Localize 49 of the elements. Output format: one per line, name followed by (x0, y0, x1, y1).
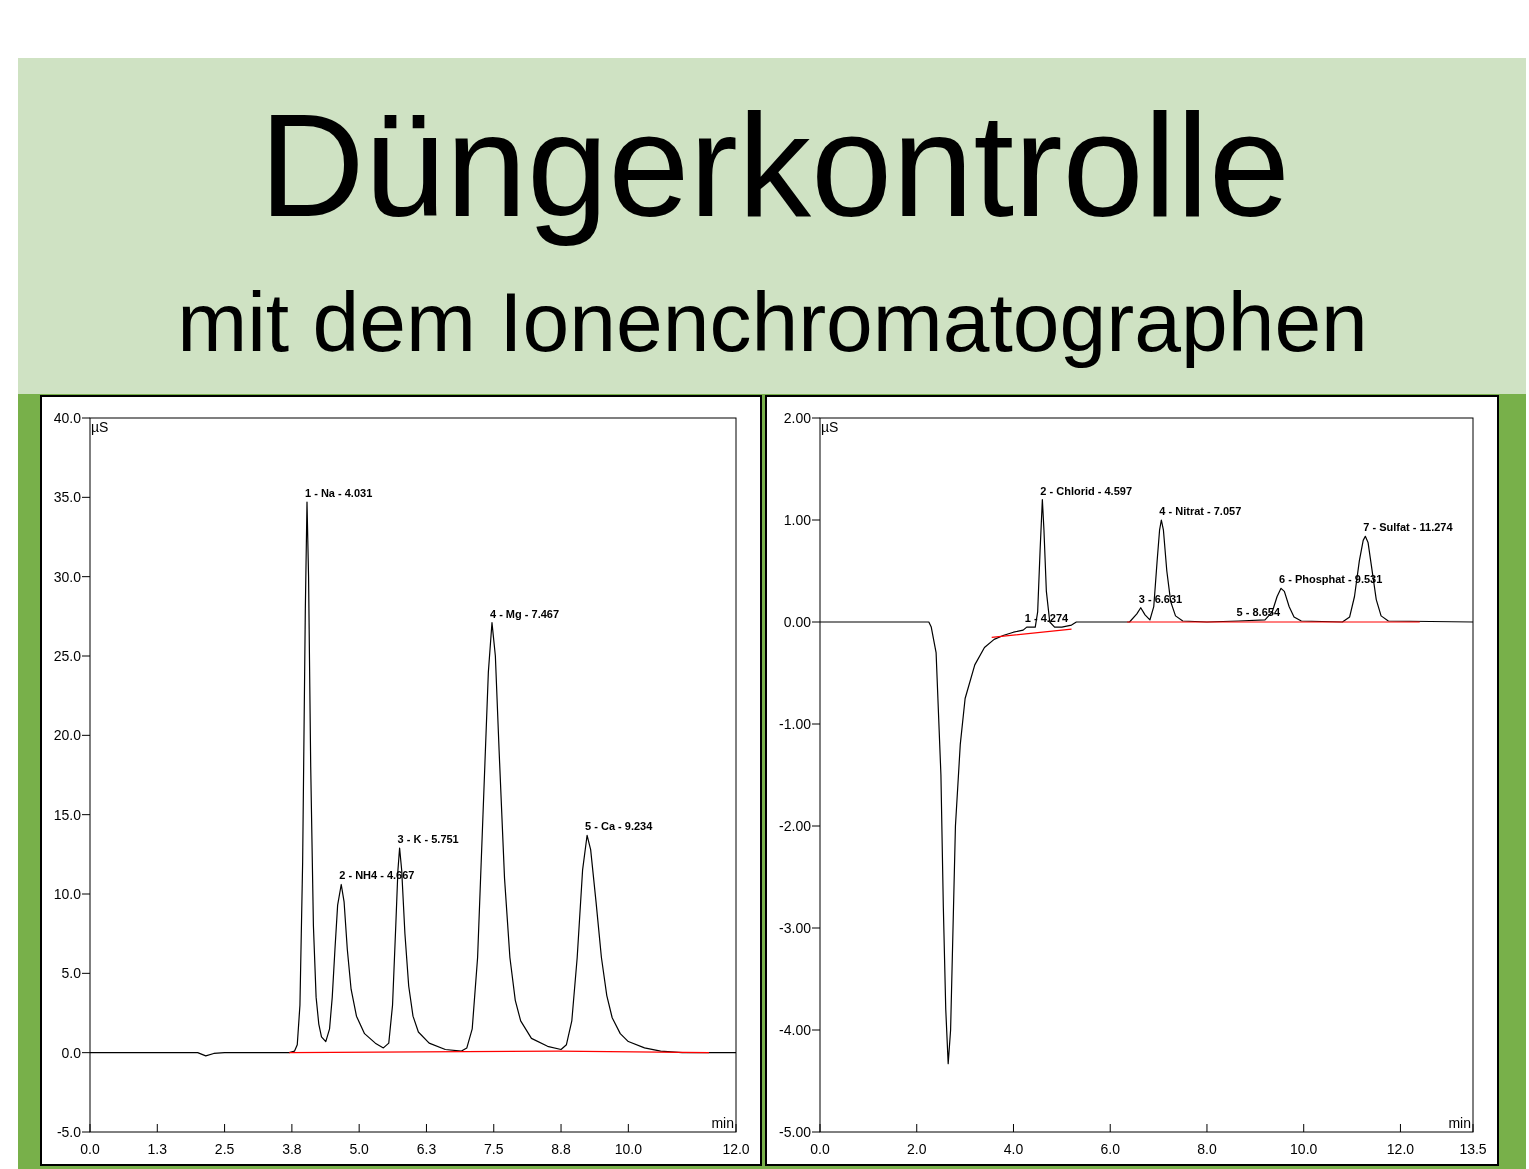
y-tick-label: 40.0 (53, 410, 82, 426)
y-tick-label: -4.00 (779, 1022, 812, 1038)
y-tick-label: 25.0 (53, 648, 82, 664)
annotation: 4 - Nitrat - 7.057 (1159, 505, 1242, 517)
annotation: 4 - Mg - 7.467 (489, 607, 560, 620)
x-axis-title: min (1448, 1115, 1471, 1131)
x-tick-label: 12.0 (1386, 1141, 1415, 1157)
y-tick-label: -1.00 (779, 716, 812, 732)
y-tick-label: 35.0 (53, 489, 82, 506)
y-tick-label: 0.00 (783, 614, 812, 630)
x-tick-label: 12.0 (722, 1141, 750, 1157)
x-tick-label: 1.3 (147, 1141, 168, 1157)
x-tick-label: 7.5 (484, 1141, 504, 1157)
x-tick-label: 13.5 (1459, 1141, 1487, 1157)
y-tick-label: -3.00 (779, 920, 812, 936)
x-tick-label: 3.8 (282, 1141, 302, 1157)
y-tick-label: -5.00 (779, 1124, 812, 1140)
y-axis-title: µS (91, 419, 109, 435)
y-axis-title: µS (821, 419, 839, 435)
chart-title: Düngerkontrolle (259, 84, 1290, 247)
x-tick-label: 0.0 (80, 1141, 100, 1157)
annotation: 2 - Chlorid - 4.597 (1040, 484, 1133, 497)
y-tick-label: 20.0 (53, 727, 82, 744)
x-tick-label: 4.0 (1003, 1141, 1024, 1157)
annotation: 5 - Ca - 9.234 (585, 820, 654, 833)
annotation: 1 - Na - 4.031 (305, 487, 373, 500)
x-tick-label: 5.0 (349, 1141, 370, 1157)
x-axis-title: min (711, 1115, 734, 1131)
annotation: 7 - Sulfat - 11.274 (1363, 521, 1454, 534)
x-tick-label: 6.3 (416, 1141, 437, 1157)
y-tick-label: 30.0 (53, 568, 82, 585)
x-tick-label: 2.0 (907, 1141, 927, 1157)
x-tick-label: 6.0 (1100, 1141, 1121, 1157)
y-tick-label: 10.0 (53, 886, 82, 902)
chart-subtitle: mit dem Ionenchromatographen (177, 275, 1368, 369)
y-tick-label: 0.0 (61, 1044, 82, 1061)
y-tick-label: -2.00 (779, 818, 812, 834)
annotation: 3 - K - 5.751 (397, 832, 459, 845)
x-tick-label: 0.0 (810, 1141, 830, 1157)
x-tick-label: 10.0 (1290, 1141, 1318, 1157)
y-tick-label: 1.00 (783, 512, 812, 528)
y-tick-label: 15.0 (53, 806, 82, 823)
y-tick-label: 2.00 (783, 410, 812, 426)
x-tick-label: 8.0 (1197, 1141, 1217, 1157)
x-tick-label: 10.0 (614, 1141, 643, 1157)
x-tick-label: 8.8 (551, 1141, 571, 1157)
y-tick-label: -5.0 (56, 1124, 82, 1140)
x-tick-label: 2.5 (214, 1141, 235, 1157)
y-tick-label: 5.0 (61, 965, 82, 982)
